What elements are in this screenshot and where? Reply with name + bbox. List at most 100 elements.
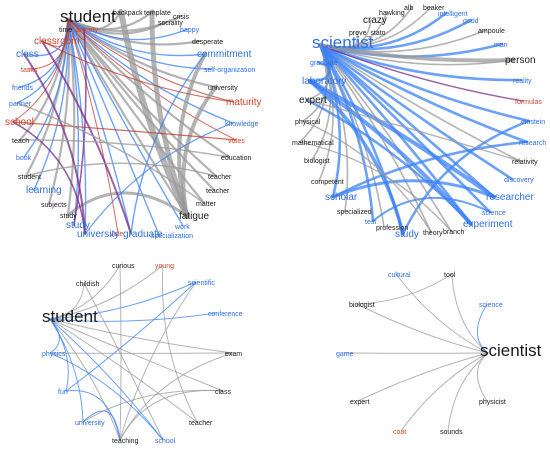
edge <box>67 18 87 235</box>
node-label-physical: physical <box>295 119 321 126</box>
edge <box>67 18 237 141</box>
edge <box>67 18 80 226</box>
edge <box>41 40 132 235</box>
panel-student-small: student childish curious young scientific con… <box>42 263 243 445</box>
node-label-test: test <box>365 219 376 226</box>
node-label-tool: tool <box>444 272 456 279</box>
edge <box>33 18 69 191</box>
edge <box>356 303 489 354</box>
node-label-beaker: beaker <box>423 5 445 12</box>
edge <box>25 162 217 177</box>
node-label-maturity: maturity <box>226 97 262 108</box>
edge <box>66 17 76 217</box>
node-label-commitment: commitment <box>197 49 252 60</box>
node-label-fatigue: fatigue <box>179 211 209 222</box>
edge <box>49 318 121 441</box>
node-label-person: person <box>505 55 536 66</box>
edge <box>49 318 224 392</box>
node-label-curious: curious <box>112 263 135 270</box>
edge <box>49 318 198 423</box>
node-label-study: study <box>66 220 90 231</box>
edge <box>67 18 132 235</box>
node-label-student: student <box>18 174 41 181</box>
node-label-sounds: sounds <box>440 429 463 436</box>
edge <box>331 179 496 199</box>
node-label-profession: profession <box>376 225 408 232</box>
edge <box>400 352 489 432</box>
node-label-conference: conference <box>208 311 243 318</box>
node-label-template: template <box>144 10 171 17</box>
node-label-physics: physics <box>42 351 66 358</box>
edge <box>318 43 514 181</box>
node-label-competent: competent <box>311 179 344 186</box>
node-label-man: man <box>494 42 508 49</box>
node-label-laboratory: laboratory <box>302 76 346 87</box>
node-label-expert: expert <box>350 399 370 406</box>
node-label-anxiety: anxiety <box>76 27 99 34</box>
edge <box>49 312 217 322</box>
edge <box>177 52 207 218</box>
node-label-einstein: einstein <box>521 119 545 126</box>
node-label-specialization: specialization <box>151 233 193 240</box>
edge <box>67 18 160 236</box>
node-label-branch: branch <box>443 229 465 236</box>
edge <box>308 79 496 199</box>
node-label-scholar: scholar <box>325 192 358 203</box>
edge <box>49 352 164 441</box>
edge <box>73 28 87 226</box>
edge <box>12 121 237 141</box>
edge <box>305 98 473 226</box>
node-label-childish: childish <box>76 281 99 288</box>
node-label-game: game <box>336 351 354 358</box>
node-label-scientist: scientist <box>312 33 374 52</box>
edge <box>331 140 529 199</box>
node-label-expert: expert <box>299 95 327 106</box>
edge <box>149 9 190 219</box>
edge <box>299 141 452 232</box>
node-label-relativity: relativity <box>512 159 538 166</box>
node-label-theory: theory <box>423 230 443 237</box>
node-label-university: university <box>208 85 238 92</box>
edge <box>476 303 489 354</box>
node-label-university: university <box>77 229 119 240</box>
node-label-scientific: scientific <box>188 280 215 287</box>
edge <box>66 17 189 218</box>
edge <box>119 389 224 441</box>
edge <box>28 18 69 70</box>
node-label-graduate: graduate <box>123 229 163 240</box>
node-label-subjects: subjects <box>41 202 67 209</box>
edge <box>318 43 515 63</box>
edge <box>49 264 121 320</box>
edge <box>308 79 405 236</box>
edge <box>82 389 224 423</box>
node-label-happy: happy <box>180 27 200 34</box>
node-label-prove-stato: prove_stato <box>349 30 386 37</box>
edge <box>401 119 531 236</box>
edge <box>372 196 491 222</box>
node-label-physicist: physicist <box>479 399 506 406</box>
node-label-hawking: hawking <box>379 10 405 17</box>
node-label-backpack: backpack <box>113 10 143 17</box>
edge <box>67 18 206 57</box>
node-label-intelligent: intelligent <box>438 11 468 18</box>
node-label-book: book <box>16 155 32 162</box>
edge <box>451 273 489 354</box>
node-label-knowledge: knowledge <box>225 121 259 128</box>
node-label-graduate: graduate <box>310 60 338 67</box>
edge <box>119 281 197 441</box>
node-label-teacher: teacher <box>206 188 230 195</box>
edges-layer <box>12 6 531 441</box>
edge <box>66 17 206 205</box>
node-label-school: school <box>155 438 176 445</box>
node-label-votes: votes <box>228 138 245 145</box>
edge <box>41 40 235 103</box>
node-label-scientist: scientist <box>480 341 542 360</box>
node-label-teacher: teacher <box>208 174 232 181</box>
edge <box>83 282 164 441</box>
node-label-coat: coat <box>393 429 406 436</box>
node-label-work: work <box>174 224 190 231</box>
edge <box>49 281 197 320</box>
